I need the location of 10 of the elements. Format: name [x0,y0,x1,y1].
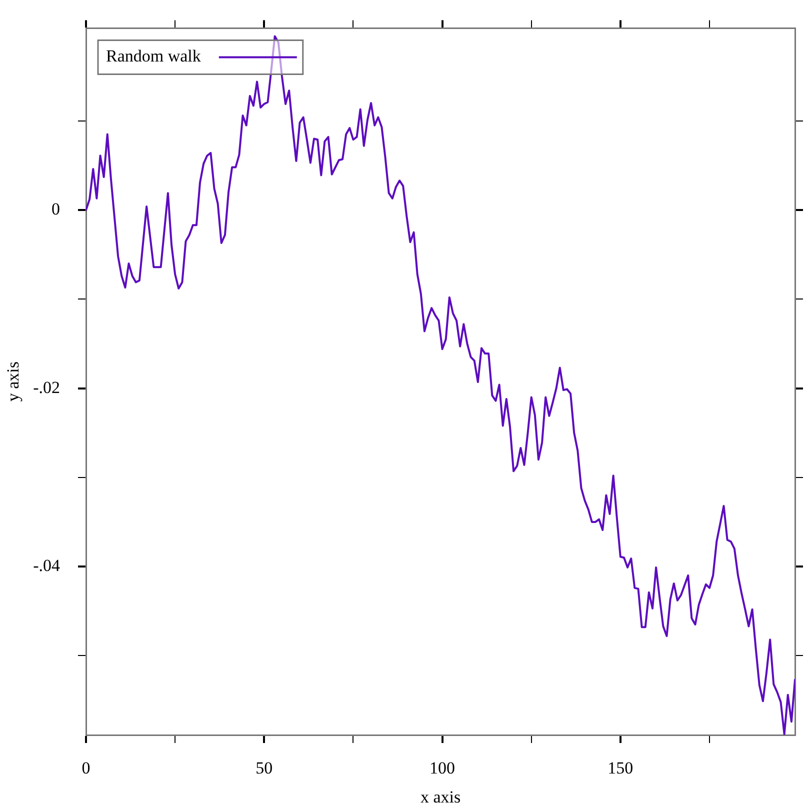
x-tick-label: 0 [82,758,90,778]
x-tick-label: 150 [608,758,634,778]
y-tick-label: -.02 [33,378,60,397]
x-axis-title: x axis [420,787,461,806]
y-axis-title: y axis [4,362,23,402]
x-tick-label: 100 [430,758,456,778]
x-tick-label: 50 [256,758,273,778]
y-tick-label: -.04 [33,556,60,576]
legend-label: Random walk [106,46,202,66]
y-tick-label: 0 [52,199,60,218]
